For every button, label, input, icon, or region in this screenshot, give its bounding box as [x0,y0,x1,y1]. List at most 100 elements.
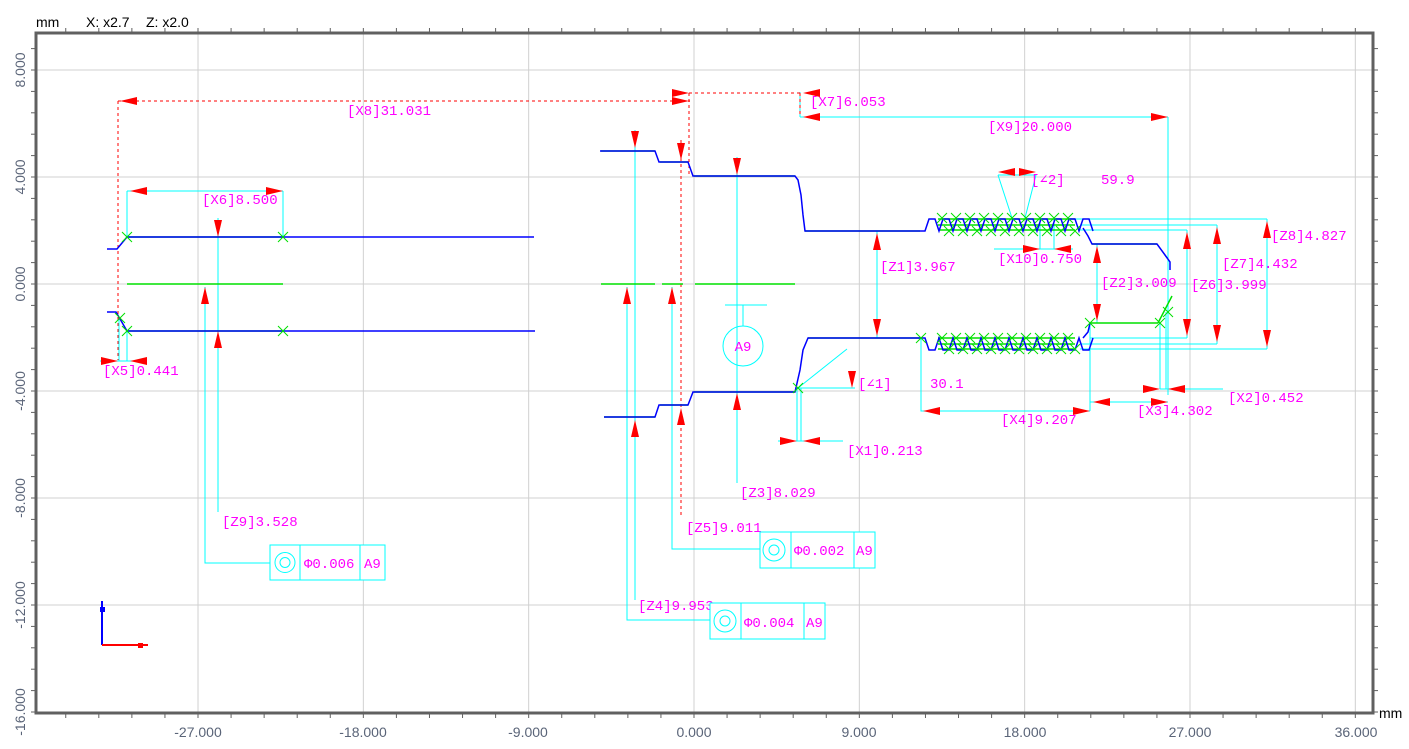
dim-x10[interactable]: [X10]0.750 [998,252,1082,268]
fit-point-marker [1027,225,1039,237]
fit-point-marker [1006,332,1018,344]
x-tick-label: 0.000 [676,724,711,740]
arrowhead-icon [1093,398,1110,406]
dim-z5[interactable]: [Z5]9.011 [686,521,762,537]
concentricity-icon [713,609,737,633]
datum-circle[interactable] [722,325,764,367]
fit-point-marker [936,212,948,224]
x-tick-label: -27.000 [174,724,222,740]
arrowhead-icon [672,89,689,97]
dim-x4[interactable]: [X4]9.207 [1001,413,1077,429]
arrowhead-icon [873,319,881,336]
fit-point-marker [943,343,955,355]
dimension-lines [100,92,1268,621]
arrowhead-icon [1183,232,1191,249]
arrowhead-icon [780,437,797,445]
fit-point-marker [964,332,976,344]
dim-x9[interactable]: [X9]20.000 [988,120,1072,136]
dim-z9[interactable]: [Z9]3.528 [222,515,298,531]
fit-point-marker [992,212,1004,224]
y-tick-label: -12.000 [12,581,28,629]
tolerance-value: Φ0.004 [744,616,794,632]
fit-point-marker [999,343,1011,355]
fit-point-marker [1013,343,1025,355]
tolerance-datum: A9 [806,616,823,632]
dim-x1[interactable]: [X1]0.213 [847,444,923,460]
fit-point-marker [1041,343,1053,355]
arrowhead-icon [201,287,209,304]
tolerance-value: Φ0.002 [794,544,844,560]
fit-point-marker [277,325,289,337]
fit-point-marker [114,312,126,324]
dim-x8[interactable]: [X8]31.031 [347,104,431,120]
dim-z6[interactable]: [Z6]3.999 [1191,278,1267,294]
dim-z3[interactable]: [Z3]8.029 [740,486,816,502]
fit-point-marker [1162,306,1174,318]
concentricity-icon [762,538,786,562]
fit-point-marker [971,343,983,355]
datum-label: A9 [735,340,752,356]
dim-z2[interactable]: [Z2]3.009 [1101,276,1177,292]
concentricity-icon [274,552,296,573]
arrowhead-icon [733,393,741,410]
fit-point-marker [1006,212,1018,224]
fit-point-marker [1013,225,1025,237]
fit-point-marker [957,343,969,355]
dim-angle1-tag[interactable]: [∠1] [858,377,892,393]
x-tick-label: 27.000 [1169,724,1212,740]
y-tick-label: 4.000 [12,159,28,194]
arrowhead-icon [631,420,639,437]
dim-z8[interactable]: [Z8]4.827 [1271,229,1347,245]
fit-point-marker [950,212,962,224]
fit-point-marker [1055,225,1067,237]
arrowhead-icon [1023,245,1040,253]
fit-point-marker [1084,317,1096,329]
dim-angle2-value: 59.9 [1101,173,1135,189]
dim-z7[interactable]: [Z7]4.432 [1222,257,1298,273]
tolerance-frame[interactable]: Φ0.004 A9 [709,602,826,640]
dim-x5[interactable]: [X5]0.441 [103,364,179,380]
arrowhead-icon [998,168,1015,176]
dim-angle2-tag[interactable]: [∠2] [1031,173,1065,189]
x-tick-label: 9.000 [841,724,876,740]
fit-point-marker [1062,212,1074,224]
arrowhead-icon [923,407,940,415]
fit-point-marker [1154,317,1166,329]
arrowhead-icon [120,97,137,105]
arrowhead-icon [1213,227,1221,244]
dim-x6[interactable]: [X6]8.500 [202,193,278,209]
arrowhead-icon [672,97,689,105]
dim-z4[interactable]: [Z4]9.953 [638,599,714,615]
fit-point-marker [121,325,133,337]
x-tick-label: -9.000 [508,724,548,740]
tolerance-frame[interactable]: Φ0.002 A9 [759,531,876,569]
dim-x7[interactable]: [X7]6.053 [810,95,886,111]
fit-point-marker [1055,343,1067,355]
dim-x2[interactable]: [X2]0.452 [1228,391,1304,407]
fit-point-marker [1069,225,1081,237]
x-tick-label: 36.000 [1335,724,1378,740]
arrowhead-icon [1183,319,1191,336]
fit-point-marker [971,225,983,237]
arrowhead-icon [803,437,820,445]
coordinate-system-icon [100,601,148,648]
arrowhead-icon [1073,407,1090,415]
arrowhead-icon [266,187,283,195]
dimension-arrows [101,89,1271,445]
unit-label: mm [36,14,60,30]
arrowhead-icon [214,331,222,348]
tolerance-frame[interactable]: Φ0.006 A9 [269,544,386,581]
fit-point-marker [964,212,976,224]
arrowhead-icon [1143,385,1160,393]
dim-x3[interactable]: [X3]4.302 [1137,404,1213,420]
arrowhead-icon [1151,398,1168,406]
tolerance-value: Φ0.006 [304,557,354,573]
plot-frame [34,31,1375,715]
fit-point-marker [985,343,997,355]
fit-point-marker [936,332,948,344]
fit-point-marker [978,332,990,344]
arrowhead-icon [130,357,147,365]
tolerance-datum: A9 [856,544,873,560]
dim-z1[interactable]: [Z1]3.967 [880,260,956,276]
